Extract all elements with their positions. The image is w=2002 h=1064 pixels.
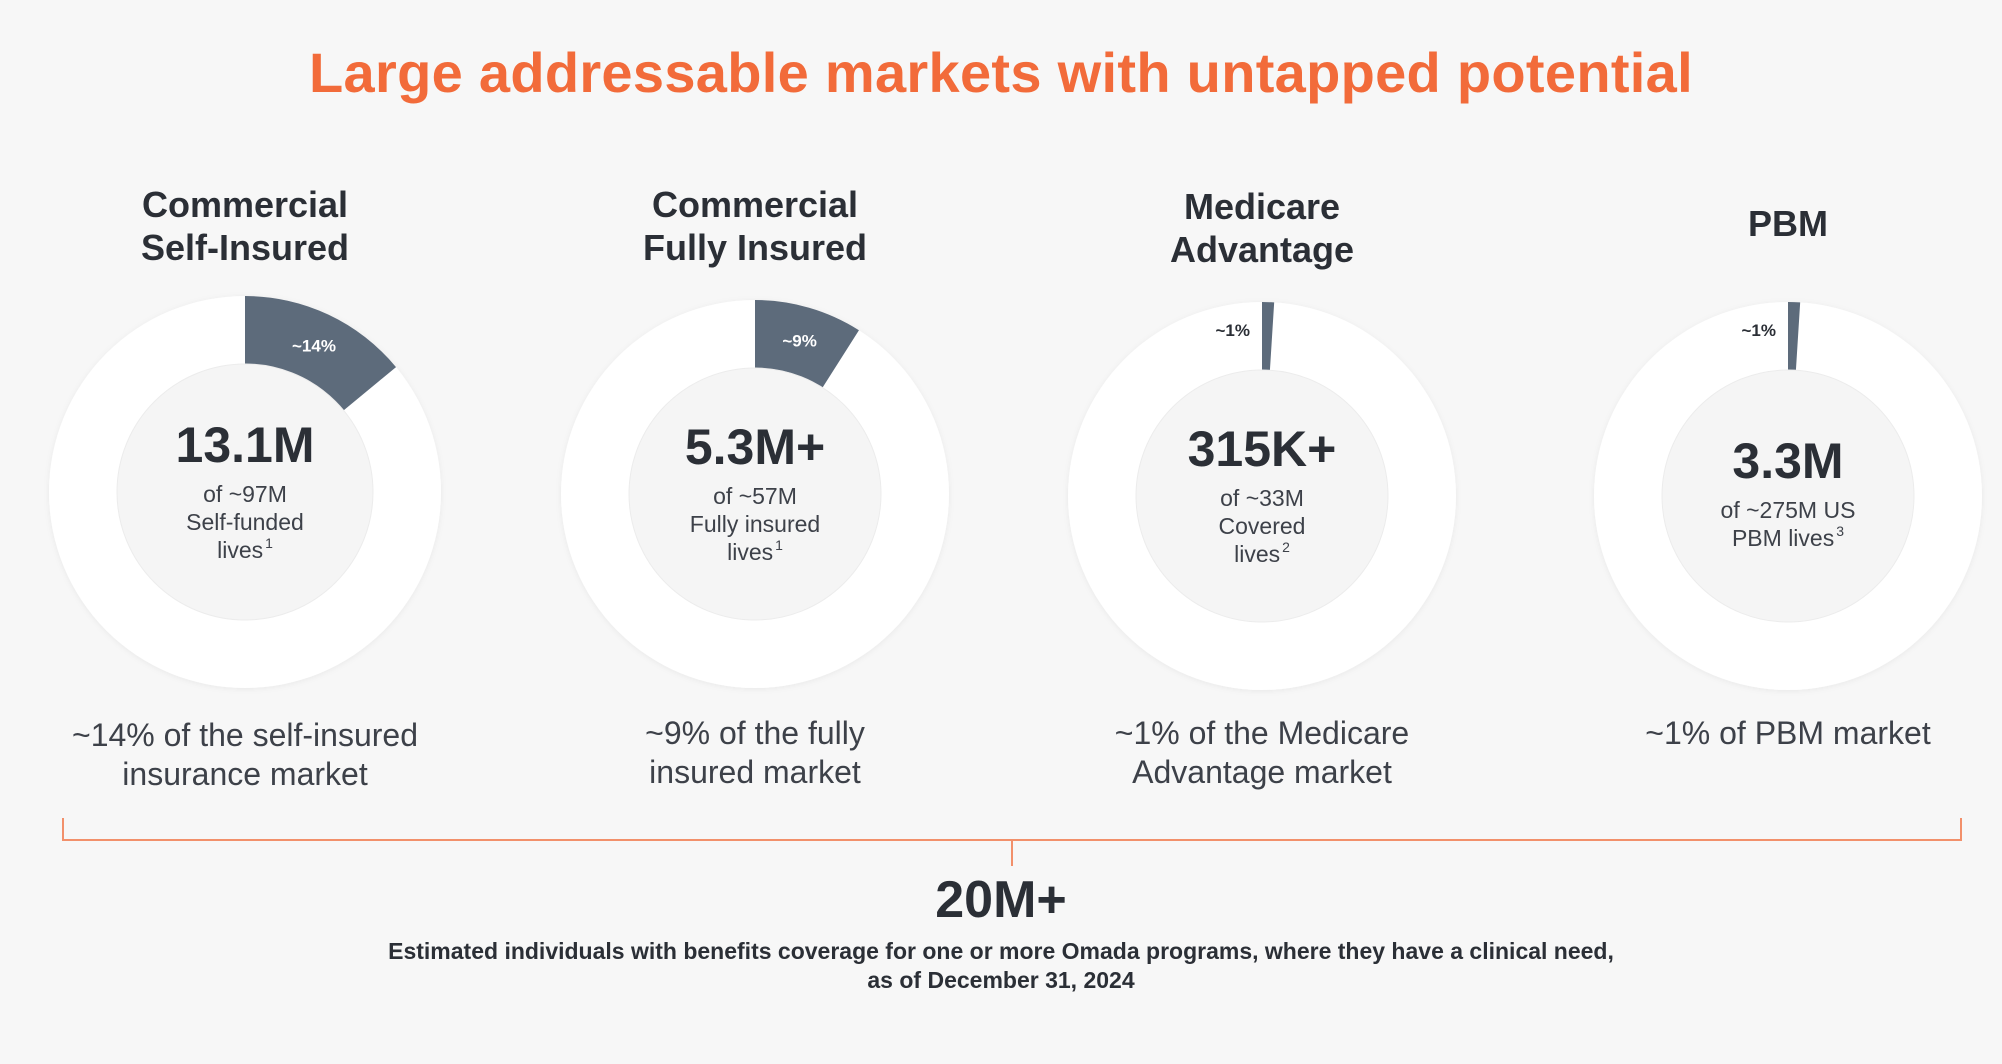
donut-slice (1788, 302, 1801, 371)
market-donut: ~14% 13.1M of ~97M Self-funded lives 1 (39, 286, 451, 698)
center-line-last: PBM lives 3 (1732, 523, 1844, 551)
market-title-line: Fully Insured (642, 227, 868, 268)
market-column: Commercial Fully Insured ~9% 5.3M+ of ~57M Fu… (505, 0, 1005, 820)
market-title: Commercial Fully Insured (505, 183, 1005, 269)
footnote-marker: 3 (1836, 523, 1844, 539)
slice-label: ~9% (782, 331, 817, 350)
center-last-text: lives (217, 537, 263, 563)
donut-slice (755, 300, 859, 388)
market-caption: ~9% of the fully insured market (505, 714, 1005, 792)
market-donut: ~9% 5.3M+ of ~57M Fully insured lives 1 (551, 290, 959, 698)
market-title-line: Self-Insured (140, 227, 350, 268)
market-title-line: Medicare (1183, 186, 1341, 227)
footnote-marker: 2 (1282, 539, 1290, 555)
market-donut: ~1% 315K+ of ~33M Covered lives 2 (1058, 292, 1466, 700)
page-title: Large addressable markets with untapped … (309, 41, 1693, 104)
center-value: 3.3M (1732, 433, 1843, 489)
market-title: Commercial Self-Insured (0, 183, 495, 269)
donut-slice (1262, 302, 1275, 371)
market-caption: ~1% of PBM market (1538, 714, 2002, 753)
market-caption-line: ~14% of the self-insured (72, 717, 418, 753)
center-line: of ~33M (1220, 485, 1304, 511)
footnote-marker: 1 (265, 535, 273, 551)
market-title-line: PBM (1748, 203, 1828, 244)
donut-center (1661, 369, 1915, 623)
center-line-last: lives 1 (217, 535, 273, 563)
center-line: Covered (1219, 513, 1306, 539)
footnote-marker: 1 (775, 537, 783, 553)
slice-label: ~1% (1216, 321, 1251, 340)
center-line: Fully insured (690, 511, 820, 537)
center-last-text: lives (727, 539, 773, 565)
center-line: of ~275M US (1721, 497, 1856, 523)
market-caption: ~1% of the Medicare Advantage market (1012, 714, 1512, 792)
donut-center (116, 363, 374, 621)
market-caption-line: ~1% of PBM market (1645, 715, 1931, 751)
market-caption-line: Advantage market (1132, 754, 1392, 790)
center-line: of ~97M (203, 481, 287, 507)
market-caption-line: insurance market (122, 756, 368, 792)
total-description: Estimated individuals with benefits cove… (0, 937, 2002, 995)
market-title: PBM (1538, 202, 2002, 245)
center-line: Self-funded (186, 509, 304, 535)
total-description-line: as of December 31, 2024 (867, 967, 1135, 993)
market-title-line: Commercial (141, 184, 349, 225)
center-value: 13.1M (176, 417, 315, 473)
center-line-last: lives 1 (727, 537, 783, 565)
donut-slice (245, 296, 397, 411)
market-column: PBM ~1% 3.3M of ~275M US PBM lives 3 ~1% of PB… (1538, 0, 2002, 820)
donut-center (628, 367, 882, 621)
donut-center (1135, 369, 1389, 623)
slice-label: ~1% (1742, 321, 1777, 340)
market-title: Medicare Advantage (1012, 185, 1512, 271)
market-column: Commercial Self-Insured ~14% 13.1M of ~97M Se… (0, 0, 495, 820)
market-donut: ~1% 3.3M of ~275M US PBM lives 3 (1584, 292, 1992, 700)
center-value: 5.3M+ (685, 419, 825, 475)
market-caption-line: ~1% of the Medicare (1114, 715, 1410, 751)
market-caption: ~14% of the self-insured insurance market (0, 716, 495, 794)
market-caption-line: ~9% of the fully (645, 715, 865, 751)
slice-label: ~14% (292, 336, 336, 355)
center-last-text: lives (1234, 541, 1280, 567)
market-caption-line: insured market (649, 754, 861, 790)
total-description-line: Estimated individuals with benefits cove… (388, 938, 1614, 964)
center-value: 315K+ (1188, 421, 1337, 477)
market-title-line: Advantage (1169, 229, 1355, 270)
center-line: of ~57M (713, 483, 797, 509)
total-value: 20M+ (935, 871, 1067, 929)
market-column: Medicare Advantage ~1% 315K+ of ~33M Covered l… (1012, 0, 1512, 820)
market-title-line: Commercial (651, 184, 859, 225)
center-line-last: lives 2 (1234, 539, 1290, 567)
center-last-text: PBM lives (1732, 525, 1834, 551)
